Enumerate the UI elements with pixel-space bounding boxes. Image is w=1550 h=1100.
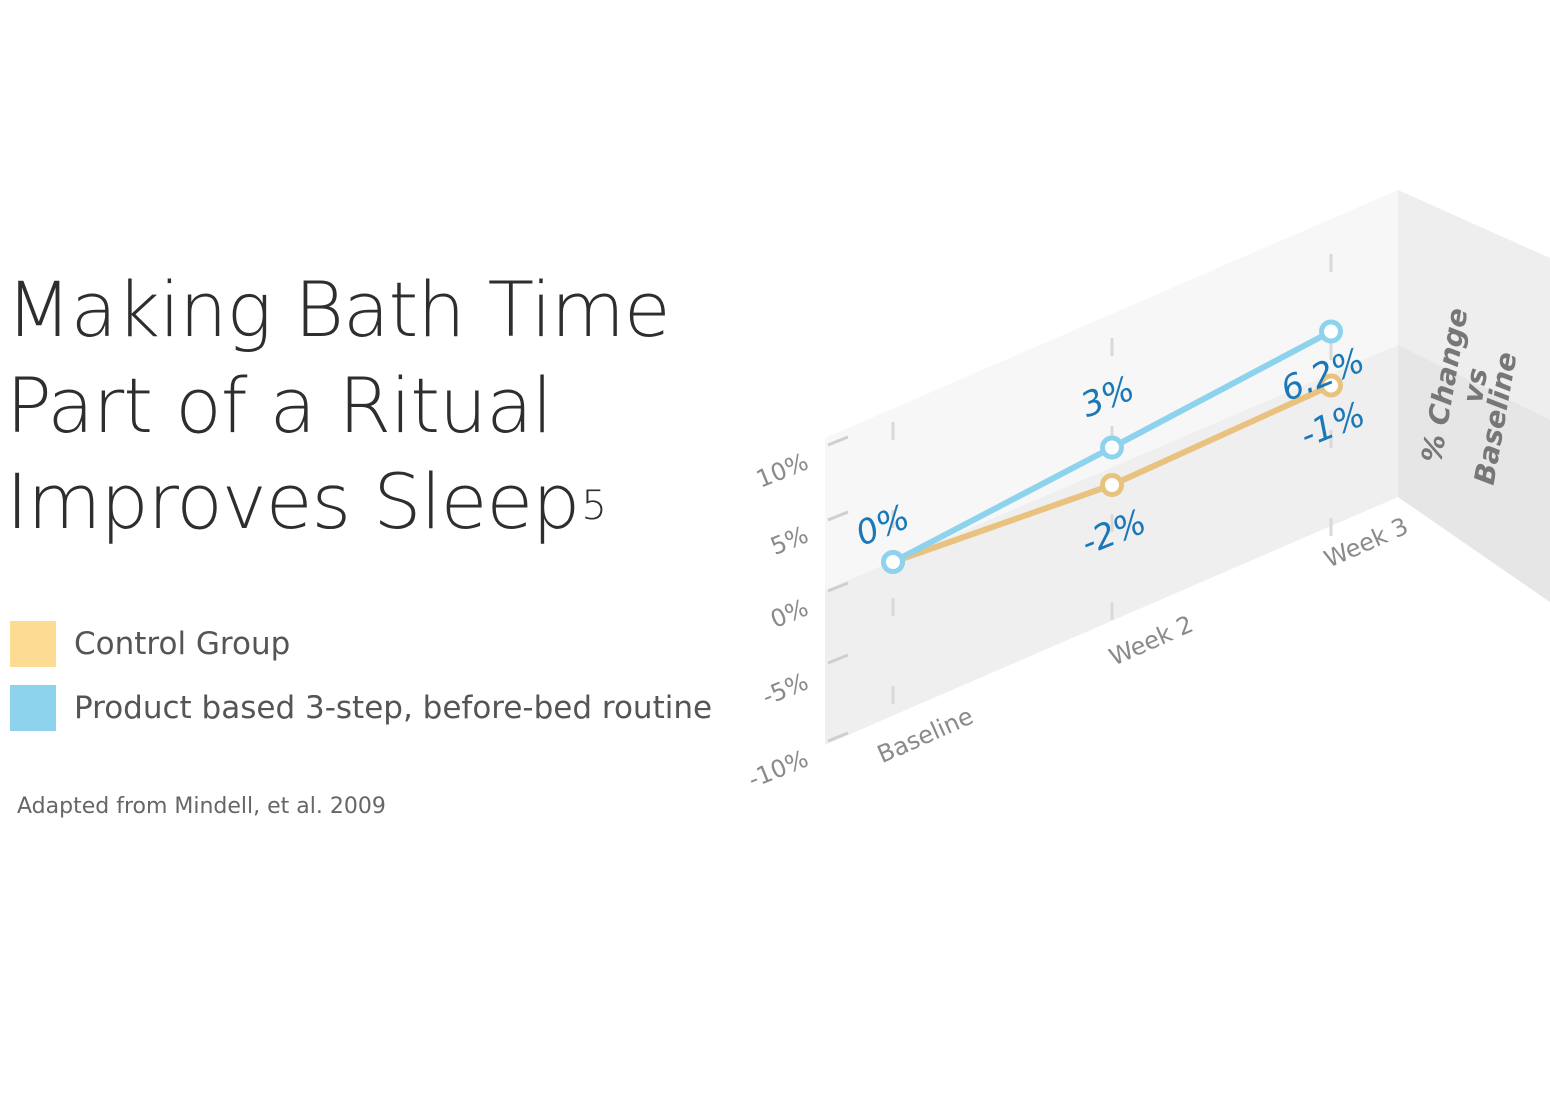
y-tick-mark xyxy=(827,653,849,665)
chart-side-wall-lower xyxy=(1398,345,1550,602)
data-point xyxy=(1100,435,1124,460)
y-tick-mark xyxy=(827,581,849,593)
chart-back-wall-upper xyxy=(825,190,1398,590)
legend-item-control: Control Group xyxy=(10,620,712,668)
y-tick-label: -5% xyxy=(758,668,812,711)
data-point xyxy=(1100,473,1124,497)
title-line-3-text: Improves Sleep xyxy=(6,457,580,546)
legend-item-routine: Product based 3-step, before-bed routine xyxy=(10,684,712,732)
title-footnote-marker: 5 xyxy=(581,483,606,529)
chart-legend: Control Group Product based 3-step, befo… xyxy=(10,620,712,748)
legend-swatch-control xyxy=(10,621,56,667)
x-tick-label: Week 2 xyxy=(1105,610,1197,672)
y-axis-label-line-2: vs xyxy=(1456,365,1495,405)
y-tick-label: -10% xyxy=(744,745,812,794)
y-tick-mark xyxy=(827,435,849,447)
source-citation: Adapted from Mindell, et al. 2009 xyxy=(17,794,386,819)
data-point xyxy=(1319,373,1343,398)
page-title: Making Bath Time Part of a Ritual Improv… xyxy=(6,262,671,550)
chart-background xyxy=(825,190,1550,745)
legend-label-control: Control Group xyxy=(74,626,291,662)
data-point xyxy=(881,550,905,574)
y-tick-label: 10% xyxy=(752,448,812,494)
data-point xyxy=(1319,319,1343,344)
y-tick-mark xyxy=(827,731,849,743)
y-tick-label: 5% xyxy=(766,521,812,561)
legend-label-routine: Product based 3-step, before-bed routine xyxy=(74,690,713,726)
chart-back-wall-lower xyxy=(825,345,1398,745)
y-tick-label: 0% xyxy=(766,594,812,634)
legend-swatch-routine xyxy=(10,685,56,731)
title-line-2: Part of a Ritual xyxy=(6,361,553,450)
y-tick-mark xyxy=(827,510,849,522)
title-line-3: Improves Sleep5 xyxy=(6,454,670,550)
chart-series xyxy=(881,319,1343,574)
title-line-1: Making Bath Time xyxy=(6,265,671,354)
